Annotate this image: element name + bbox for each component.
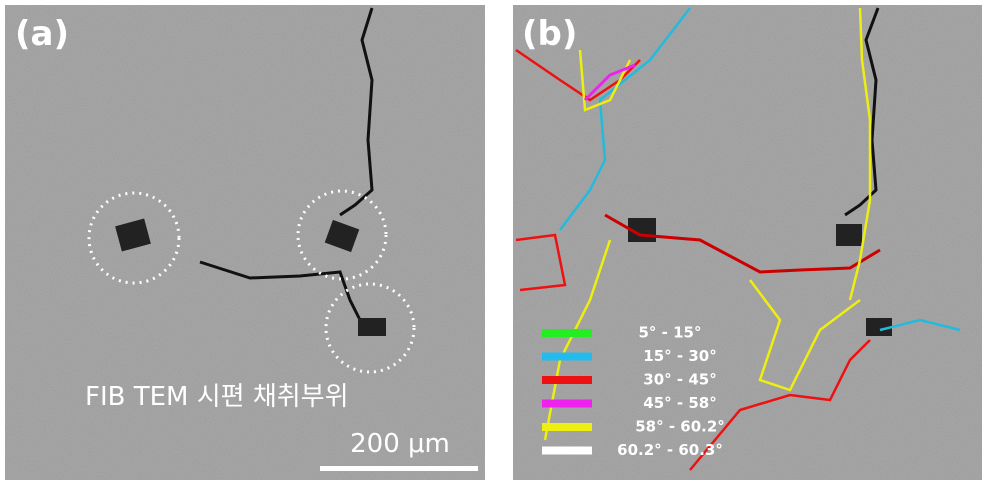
- legend-label: 58° - 60.2°: [635, 418, 725, 436]
- scale-bar: [320, 466, 478, 471]
- legend-label: 45° - 58°: [643, 394, 716, 412]
- legend-swatch: [542, 447, 592, 455]
- annotation: FIB TEM 시편 채취부위: [85, 382, 349, 412]
- fib-site: [358, 318, 386, 336]
- legend-swatch: [542, 400, 592, 408]
- fib-site: [836, 224, 862, 246]
- panel-label: (a): [15, 14, 69, 54]
- figure: (a) FIB TEM 시편 채취부위 200 μm (b) 5° - 15° 1…: [0, 0, 982, 484]
- panel-b: (b) 5° - 15° 15° - 30° 30° - 45° 45° - 58° 5…: [513, 5, 982, 480]
- legend-label: 60.2° - 60.3°: [617, 441, 723, 459]
- legend-swatch: [542, 329, 592, 337]
- legend-label: 5° - 15°: [639, 324, 702, 342]
- legend-label: 15° - 30°: [643, 347, 716, 365]
- panel-a: (a) FIB TEM 시편 채취부위 200 μm: [5, 5, 485, 480]
- scale-label: 200 μm: [350, 429, 450, 459]
- legend-swatch: [542, 376, 592, 384]
- legend-swatch: [542, 353, 592, 361]
- legend-label: 30° - 45°: [643, 371, 716, 389]
- legend-swatch: [542, 423, 592, 431]
- panel-label: (b): [522, 14, 577, 54]
